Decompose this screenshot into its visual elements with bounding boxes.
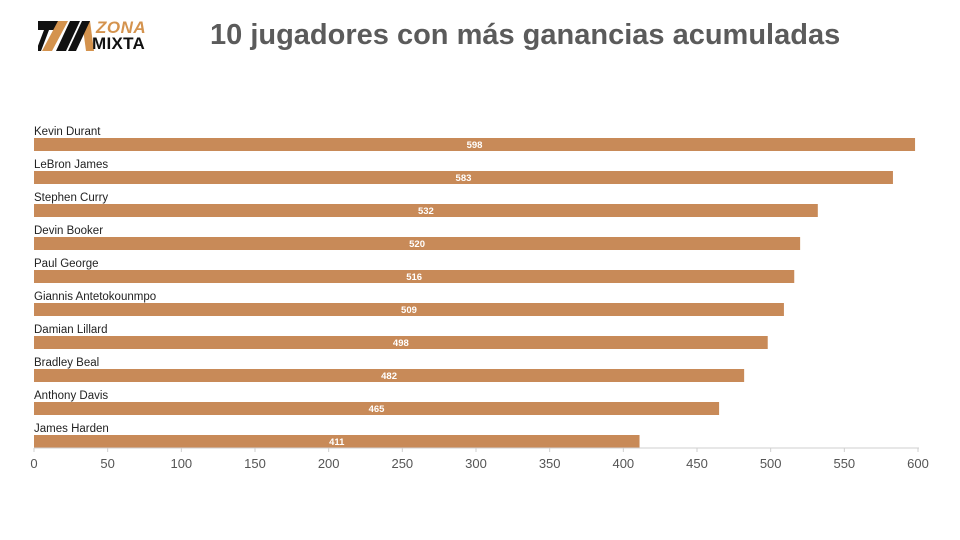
x-tick-label: 500: [760, 456, 782, 471]
data-label: 482: [381, 371, 397, 382]
data-label: 516: [406, 272, 422, 283]
data-label: 411: [329, 437, 345, 448]
data-label: 498: [393, 338, 409, 349]
category-label: Paul George: [34, 258, 99, 270]
bar: [34, 369, 745, 382]
category-label: Damian Lillard: [34, 324, 108, 336]
x-tick-label: 200: [318, 456, 340, 471]
logo-text-bottom: MIXTA: [92, 34, 146, 53]
logo-mark-icon: [38, 21, 94, 51]
data-label: 520: [409, 239, 425, 250]
bar: [34, 138, 916, 151]
x-tick-label: 450: [686, 456, 708, 471]
bar: [34, 237, 801, 250]
data-label: 509: [401, 305, 417, 316]
logo: ZONA MIXTA: [38, 18, 153, 56]
x-tick-label: 350: [539, 456, 561, 471]
category-label: Stephen Curry: [34, 192, 108, 204]
x-tick-label: 300: [465, 456, 487, 471]
category-label: Bradley Beal: [34, 357, 99, 369]
x-tick-label: 100: [170, 456, 192, 471]
x-tick-label: 400: [612, 456, 634, 471]
data-label: 598: [467, 140, 483, 151]
bar: [34, 204, 818, 217]
x-tick-label: 50: [100, 456, 114, 471]
category-label: Kevin Durant: [34, 126, 101, 138]
x-tick-label: 150: [244, 456, 266, 471]
bar: [34, 171, 893, 184]
bar: [34, 435, 640, 448]
data-label: 583: [456, 173, 472, 184]
category-label: Anthony Davis: [34, 390, 108, 402]
x-tick-label: 0: [30, 456, 37, 471]
x-tick-label: 250: [391, 456, 413, 471]
bar: [34, 402, 720, 415]
bar: [34, 270, 795, 283]
category-label: James Harden: [34, 423, 109, 435]
chart-title: 10 jugadores con más ganancias acumulada…: [210, 19, 841, 51]
logo-text-top: ZONA: [96, 18, 147, 37]
data-label: 532: [418, 206, 434, 217]
bar: [34, 336, 768, 349]
data-label: 465: [369, 404, 386, 415]
category-label: Giannis Antetokounmpo: [34, 291, 156, 303]
bar: [34, 303, 784, 316]
category-label: LeBron James: [34, 159, 108, 171]
x-tick-label: 600: [907, 456, 929, 471]
category-label: Devin Booker: [34, 225, 103, 237]
x-tick-label: 550: [833, 456, 855, 471]
